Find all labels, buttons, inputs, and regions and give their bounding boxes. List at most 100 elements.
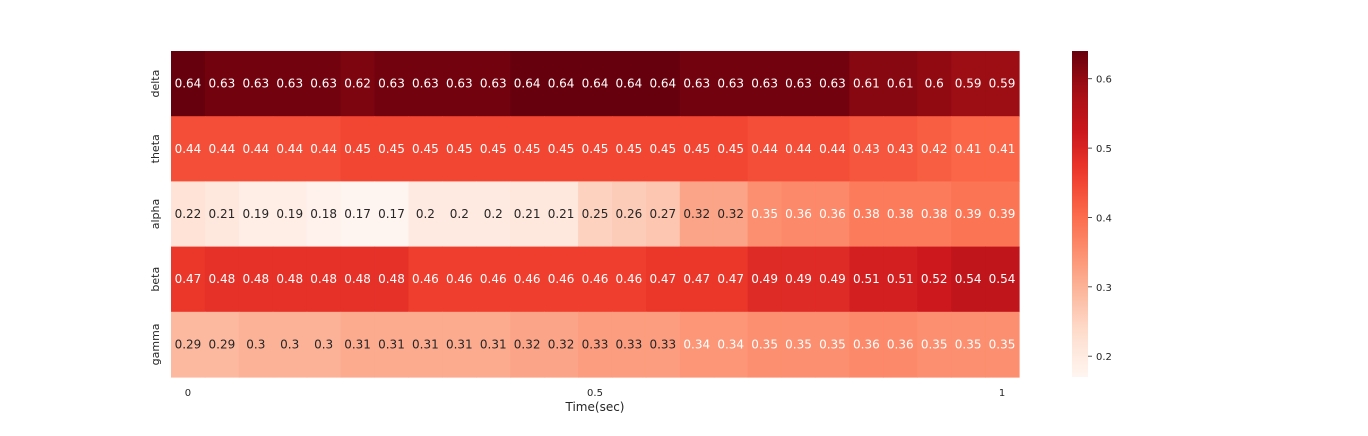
x-axis: Time(sec) 0 0.5 1 xyxy=(185,388,1005,414)
cell-value-label: 0.41 xyxy=(989,142,1016,156)
heatmap-cell xyxy=(340,51,376,117)
heatmap-cell xyxy=(306,51,342,117)
heatmap-cell xyxy=(204,181,240,248)
heatmap-cell xyxy=(510,116,545,182)
cell-value-label: 0.64 xyxy=(548,77,575,91)
cell-value-label: 0.59 xyxy=(955,77,982,91)
cell-value-label: 0.32 xyxy=(683,207,710,221)
heatmap-cell xyxy=(985,246,1020,313)
heatmap-cell xyxy=(985,311,1020,378)
cell-value-label: 0.3 xyxy=(246,337,265,351)
heatmap-cell xyxy=(645,51,681,117)
heatmap-cell xyxy=(713,181,749,248)
cell-value-label: 0.35 xyxy=(751,337,778,351)
cell-value-label: 0.51 xyxy=(853,272,880,286)
cell-value-label: 0.47 xyxy=(649,272,676,286)
heatmap-cell xyxy=(408,116,443,182)
cell-value-label: 0.21 xyxy=(514,207,541,221)
heatmap-cell xyxy=(951,51,986,117)
heatmap-cell xyxy=(408,181,443,248)
colorbar-tick-label: 0.2 xyxy=(1096,352,1112,363)
heatmap-cell xyxy=(510,51,545,117)
cell-value-label: 0.46 xyxy=(446,272,473,286)
heatmap-cell xyxy=(951,246,986,313)
cell-value-label: 0.45 xyxy=(378,142,405,156)
cell-value-label: 0.45 xyxy=(683,142,710,156)
cell-value-label: 0.54 xyxy=(955,272,982,286)
heatmap-cell xyxy=(747,246,783,313)
cell-value-label: 0.35 xyxy=(955,337,982,351)
heatmap-cell xyxy=(951,181,986,248)
cell-value-label: 0.18 xyxy=(310,207,337,221)
heatmap-cell xyxy=(645,311,681,378)
heatmap-cell xyxy=(917,116,952,182)
cell-value-label: 0.45 xyxy=(514,142,541,156)
heatmap-cell xyxy=(713,116,749,182)
cell-value-label: 0.63 xyxy=(785,77,812,91)
heatmap-cell xyxy=(476,311,511,378)
heatmap-cell xyxy=(815,181,850,248)
cell-value-label: 0.43 xyxy=(853,142,880,156)
cell-value-label: 0.63 xyxy=(276,77,303,91)
cell-value-label: 0.63 xyxy=(717,77,744,91)
heatmap-cell xyxy=(510,246,545,313)
heatmap-cell xyxy=(238,51,274,117)
cell-value-label: 0.46 xyxy=(616,272,643,286)
heatmap-cell xyxy=(578,51,613,117)
heatmap-cell xyxy=(713,51,749,117)
cell-value-label: 0.19 xyxy=(276,207,303,221)
cell-value-label: 0.63 xyxy=(310,77,337,91)
cell-value-label: 0.36 xyxy=(887,337,914,351)
cell-value-label: 0.52 xyxy=(921,272,948,286)
cell-value-label: 0.33 xyxy=(616,337,643,351)
cell-value-label: 0.31 xyxy=(412,337,439,351)
heatmap-cell xyxy=(204,51,240,117)
cell-value-label: 0.49 xyxy=(751,272,778,286)
cell-value-label: 0.31 xyxy=(344,337,371,351)
heatmap-cell xyxy=(204,246,240,313)
heatmap-cell xyxy=(306,246,342,313)
heatmap-cell xyxy=(883,116,918,182)
y-tick-label: alpha xyxy=(149,199,162,230)
cell-value-label: 0.44 xyxy=(175,142,202,156)
heatmap-cell xyxy=(306,181,342,248)
heatmap-cell xyxy=(815,246,850,313)
heatmap-cell xyxy=(985,181,1020,248)
heatmap-cell xyxy=(578,311,613,378)
cell-value-label: 0.45 xyxy=(344,142,371,156)
heatmap-cell xyxy=(883,51,918,117)
heatmap-cell xyxy=(849,311,884,378)
heatmap-cell xyxy=(510,181,545,248)
cell-value-label: 0.22 xyxy=(175,207,202,221)
heatmap-cell xyxy=(340,116,376,182)
heatmap-cell xyxy=(374,181,410,248)
heatmap-cell xyxy=(747,181,783,248)
cell-value-label: 0.44 xyxy=(751,142,778,156)
colorbar-tick-label: 0.4 xyxy=(1096,213,1112,224)
cell-value-label: 0.43 xyxy=(887,142,914,156)
cell-value-label: 0.45 xyxy=(412,142,439,156)
cell-value-label: 0.26 xyxy=(616,207,643,221)
heatmap-cell xyxy=(917,246,952,313)
colorbar-tick-label: 0.5 xyxy=(1096,144,1112,155)
cell-value-label: 0.46 xyxy=(582,272,609,286)
heatmap-cell xyxy=(713,246,749,313)
heatmap-cell xyxy=(883,181,918,248)
y-axis: delta theta alpha beta gamma xyxy=(149,70,162,366)
heatmap-cell xyxy=(611,246,647,313)
cell-value-label: 0.45 xyxy=(548,142,575,156)
cell-value-label: 0.33 xyxy=(649,337,676,351)
cell-value-label: 0.31 xyxy=(480,337,507,351)
cell-value-label: 0.2 xyxy=(450,207,469,221)
heatmap-cell-labels: 0.64 0.63 0.63 0.63 0.63 0.62 0.63 0.63 0.63 0.63… xyxy=(175,77,1016,352)
heatmap-cell xyxy=(238,311,274,378)
heatmap-cell xyxy=(476,246,511,313)
cell-value-label: 0.63 xyxy=(378,77,405,91)
cell-value-label: 0.48 xyxy=(344,272,371,286)
cell-value-label: 0.32 xyxy=(514,337,541,351)
heatmap-cell xyxy=(171,51,206,117)
cell-value-label: 0.47 xyxy=(683,272,710,286)
cell-value-label: 0.59 xyxy=(989,77,1016,91)
heatmap-cell xyxy=(204,116,240,182)
